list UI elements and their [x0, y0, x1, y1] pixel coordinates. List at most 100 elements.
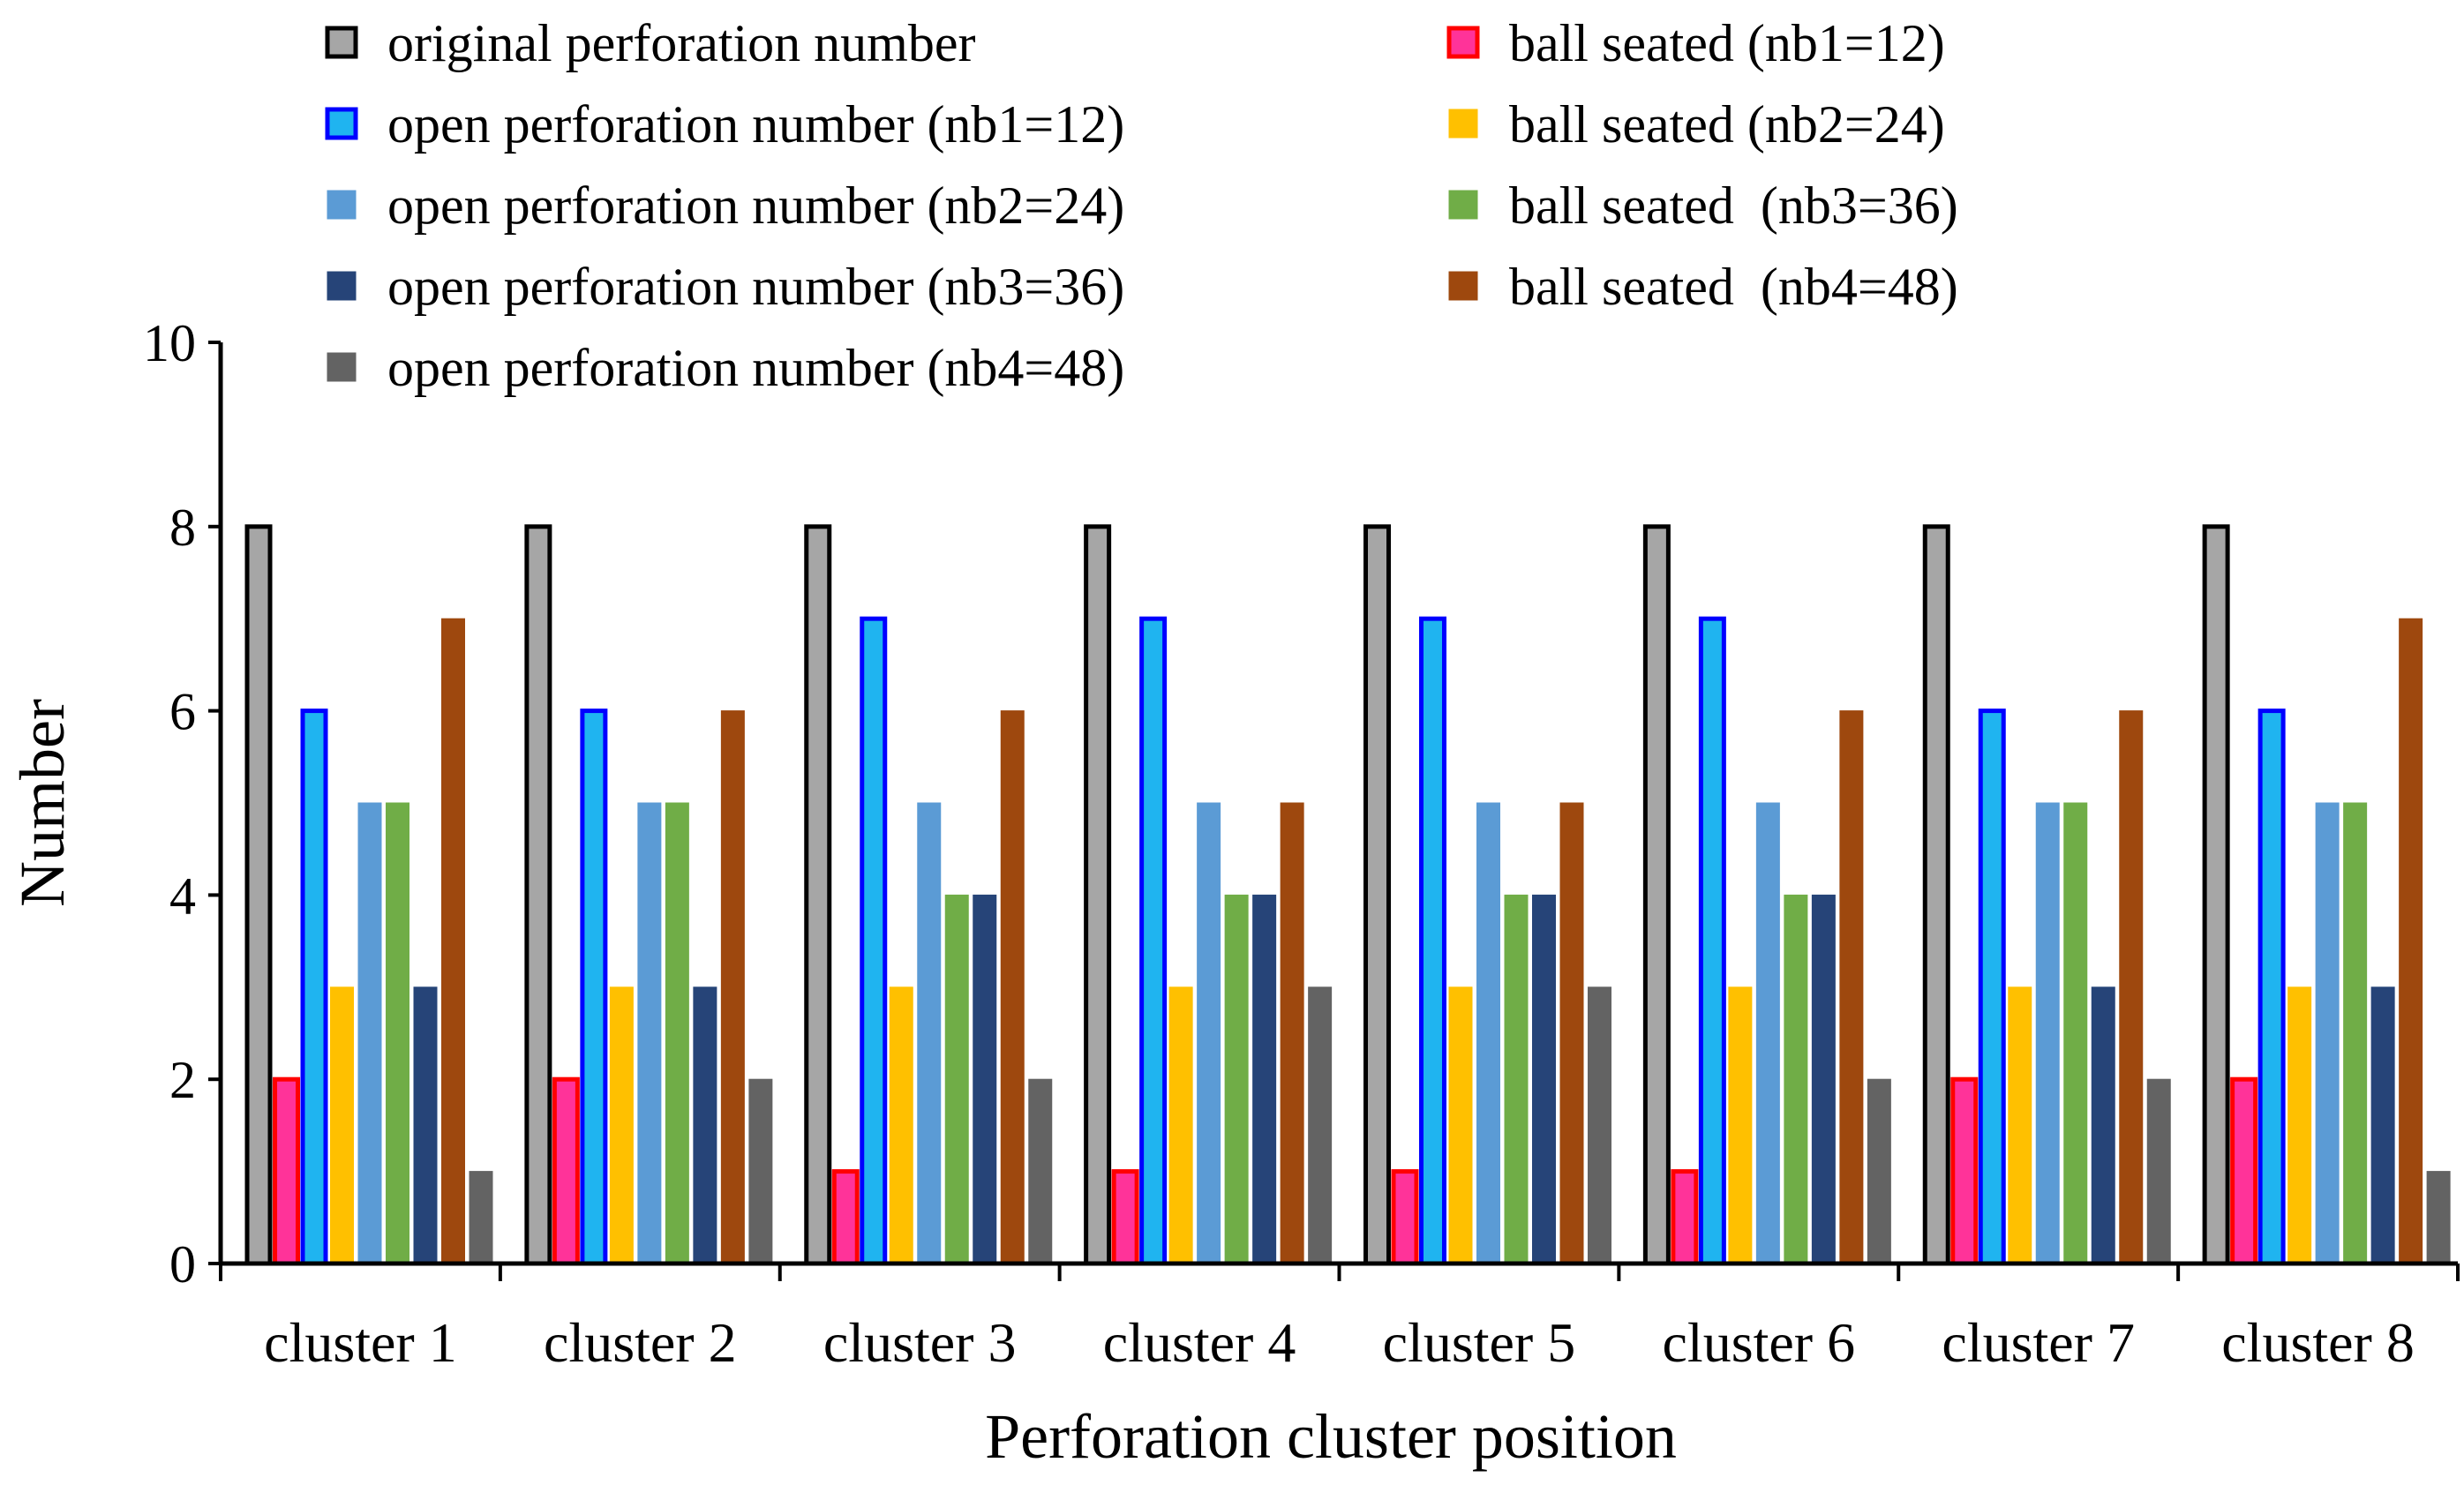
bars-layer — [244, 524, 2451, 1266]
bar-ball-seated-nb3-36-cluster-2 — [665, 802, 689, 1264]
bar-ball-seated-nb2-24-cluster-8 — [2287, 986, 2312, 1264]
bar-ball-seated-nb4-48-cluster-6 — [1839, 710, 1864, 1264]
bar-ball-seated-nb4-48-cluster-7 — [2119, 710, 2144, 1264]
legend-label-open-perforation-number-nb3-36: open perforation number (nb3=36) — [387, 258, 1124, 316]
legend-swatch-ball-seated-nb1-12 — [1446, 26, 1480, 59]
category-label: cluster 1 — [264, 1311, 457, 1374]
bar-original-perforation-number-cluster-8 — [2202, 524, 2230, 1266]
legend-swatch-ball-seated-nb4-48 — [1448, 271, 1478, 301]
y-tick-label: 0 — [169, 1235, 196, 1294]
bar-ball-seated-nb3-36-cluster-5 — [1504, 894, 1529, 1264]
bar-open-perforation-number-nb2-24-cluster-6 — [1755, 802, 1780, 1264]
x-ticks: cluster 1 cluster 2 cluster 3 cluster 4 clus… — [219, 1264, 2460, 1374]
legend-swatch-ball-seated-nb3-36 — [1448, 190, 1478, 220]
bar-open-perforation-number-nb1-12-cluster-6 — [1698, 616, 1726, 1266]
bar-ball-seated-nb3-36-cluster-6 — [1784, 894, 1808, 1264]
bar-original-perforation-number-cluster-5 — [1363, 524, 1391, 1266]
bar-ball-seated-nb4-48-cluster-2 — [720, 710, 745, 1264]
bar-open-perforation-number-nb4-48-cluster-5 — [1588, 986, 1611, 1264]
legend-swatch-open-perforation-number-nb2-24 — [327, 190, 357, 220]
category-label: cluster 8 — [2221, 1311, 2415, 1374]
bar-open-perforation-number-nb3-36-cluster-3 — [973, 894, 997, 1264]
legend-label-ball-seated-nb2-24: ball seated (nb2=24) — [1509, 95, 1945, 154]
bar-open-perforation-number-nb3-36-cluster-2 — [693, 986, 717, 1264]
bar-original-perforation-number-cluster-3 — [804, 524, 832, 1266]
bar-ball-seated-nb4-48-cluster-1 — [441, 618, 465, 1264]
y-axis-title: Number — [7, 699, 78, 907]
bar-open-perforation-number-nb2-24-cluster-5 — [1476, 802, 1500, 1264]
legend-label-open-perforation-number-nb1-12: open perforation number (nb1=12) — [387, 95, 1124, 154]
x-axis-title: Perforation cluster position — [985, 1401, 1677, 1472]
bar-ball-seated-nb2-24-cluster-2 — [609, 986, 634, 1264]
category-label: cluster 7 — [1942, 1311, 2135, 1374]
bar-open-perforation-number-nb3-36-cluster-1 — [413, 986, 438, 1264]
category-label: cluster 3 — [823, 1311, 1017, 1374]
bar-open-perforation-number-nb4-48-cluster-2 — [748, 1078, 773, 1264]
bar-open-perforation-number-nb2-24-cluster-7 — [2035, 802, 2060, 1264]
bar-open-perforation-number-nb1-12-cluster-3 — [860, 616, 888, 1266]
legend-label-original-perforation-number: original perforation number — [387, 14, 975, 72]
category-label: cluster 2 — [544, 1311, 737, 1374]
bar-open-perforation-number-nb4-48-cluster-1 — [469, 1171, 493, 1264]
bar-ball-seated-nb1-12-cluster-5 — [1391, 1169, 1419, 1266]
bar-original-perforation-number-cluster-2 — [524, 524, 552, 1266]
bar-ball-seated-nb1-12-cluster-1 — [273, 1076, 300, 1266]
category-label: cluster 5 — [1383, 1311, 1576, 1374]
bar-open-perforation-number-nb3-36-cluster-8 — [2370, 986, 2395, 1264]
bar-open-perforation-number-nb4-48-cluster-4 — [1308, 986, 1333, 1264]
bar-open-perforation-number-nb4-48-cluster-8 — [2426, 1171, 2451, 1264]
bar-open-perforation-number-nb1-12-cluster-1 — [300, 709, 328, 1266]
bar-ball-seated-nb1-12-cluster-6 — [1671, 1169, 1699, 1266]
bar-open-perforation-number-nb1-12-cluster-4 — [1139, 616, 1168, 1266]
bar-original-perforation-number-cluster-6 — [1642, 524, 1671, 1266]
bar-ball-seated-nb1-12-cluster-4 — [1111, 1169, 1139, 1266]
y-tick-label: 6 — [169, 683, 196, 741]
bar-open-perforation-number-nb2-24-cluster-4 — [1197, 802, 1221, 1264]
legend-label-ball-seated-nb4-48: ball seated (nb4=48) — [1509, 258, 1958, 316]
bar-open-perforation-number-nb4-48-cluster-7 — [2146, 1078, 2171, 1264]
bar-open-perforation-number-nb2-24-cluster-2 — [637, 802, 662, 1264]
bar-open-perforation-number-nb2-24-cluster-8 — [2315, 802, 2340, 1264]
category-label: cluster 6 — [1663, 1311, 1856, 1374]
legend-swatch-open-perforation-number-nb1-12 — [325, 107, 358, 140]
bar-ball-seated-nb4-48-cluster-4 — [1280, 802, 1304, 1264]
bar-open-perforation-number-nb1-12-cluster-7 — [1978, 709, 2006, 1266]
bar-ball-seated-nb1-12-cluster-8 — [2230, 1076, 2258, 1266]
y-tick-label: 10 — [143, 314, 196, 372]
y-tick-label: 2 — [169, 1051, 196, 1109]
y-tick-label: 8 — [169, 499, 196, 557]
bar-ball-seated-nb2-24-cluster-4 — [1168, 986, 1193, 1264]
bar-open-perforation-number-nb4-48-cluster-6 — [1867, 1078, 1891, 1264]
bar-ball-seated-nb3-36-cluster-4 — [1224, 894, 1249, 1264]
legend-label-ball-seated-nb1-12: ball seated (nb1=12) — [1509, 14, 1945, 72]
bar-ball-seated-nb3-36-cluster-8 — [2343, 802, 2368, 1264]
bar-ball-seated-nb2-24-cluster-3 — [889, 986, 913, 1264]
bar-ball-seated-nb1-12-cluster-3 — [831, 1169, 860, 1266]
legend-swatch-open-perforation-number-nb3-36 — [327, 271, 357, 301]
bar-open-perforation-number-nb1-12-cluster-5 — [1419, 616, 1446, 1266]
bar-open-perforation-number-nb1-12-cluster-2 — [580, 709, 608, 1266]
bar-ball-seated-nb3-36-cluster-1 — [386, 802, 409, 1264]
bar-ball-seated-nb4-48-cluster-5 — [1559, 802, 1584, 1264]
bar-ball-seated-nb3-36-cluster-3 — [944, 894, 969, 1264]
bar-open-perforation-number-nb4-48-cluster-3 — [1028, 1078, 1053, 1264]
bar-open-perforation-number-nb2-24-cluster-1 — [357, 802, 382, 1264]
bar-open-perforation-number-nb3-36-cluster-4 — [1252, 894, 1277, 1264]
category-label: cluster 4 — [1103, 1311, 1296, 1374]
bar-ball-seated-nb2-24-cluster-6 — [1728, 986, 1753, 1264]
bar-ball-seated-nb4-48-cluster-8 — [2399, 618, 2423, 1264]
bar-open-perforation-number-nb2-24-cluster-3 — [917, 802, 942, 1264]
bar-original-perforation-number-cluster-4 — [1084, 524, 1112, 1266]
bar-original-perforation-number-cluster-7 — [1922, 524, 1950, 1266]
bar-original-perforation-number-cluster-1 — [244, 524, 273, 1266]
y-ticks: 0 2 4 6 8 10 — [143, 314, 221, 1294]
bar-ball-seated-nb2-24-cluster-7 — [2008, 986, 2032, 1264]
bar-ball-seated-nb2-24-cluster-5 — [1448, 986, 1473, 1264]
legend-label-ball-seated-nb3-36: ball seated (nb3=36) — [1509, 176, 1958, 235]
bar-ball-seated-nb1-12-cluster-7 — [1950, 1076, 1979, 1266]
bar-open-perforation-number-nb3-36-cluster-5 — [1532, 894, 1556, 1264]
legend-swatch-original-perforation-number — [325, 26, 358, 59]
legend-swatch-ball-seated-nb2-24 — [1448, 109, 1478, 139]
legend-label-open-perforation-number-nb4-48: open perforation number (nb4=48) — [387, 339, 1124, 397]
